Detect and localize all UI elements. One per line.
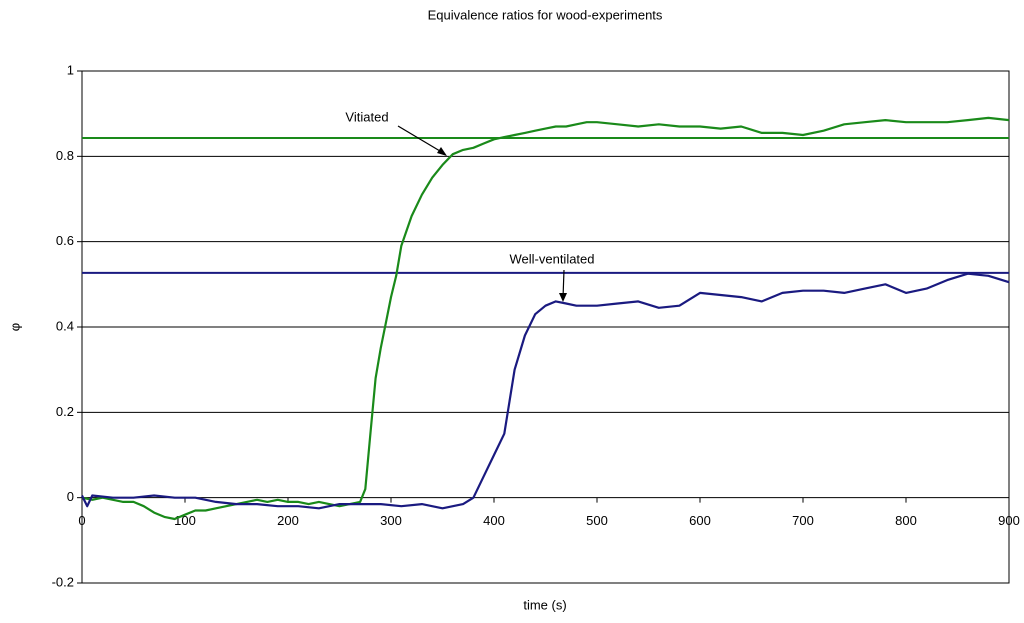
x-tick-label: 200	[277, 513, 299, 528]
x-tick-label: 300	[380, 513, 402, 528]
y-tick-label: 0	[67, 489, 74, 504]
annotation-arrow	[397, 125, 446, 155]
line-series	[81, 272, 1010, 510]
annotation: Well-ventilated	[509, 251, 594, 266]
y-tick-label: 0.2	[56, 404, 74, 419]
line-series	[81, 116, 1010, 521]
y-tick-label: 0.8	[56, 148, 74, 163]
x-tick-label: 400	[483, 513, 505, 528]
x-tick-label: 500	[586, 513, 608, 528]
x-tick-label: 600	[689, 513, 711, 528]
x-tick-label: 0	[78, 513, 85, 528]
y-tick-label: 1	[67, 62, 74, 77]
chart-title: Equivalence ratios for wood-experiments	[428, 7, 663, 22]
y-tick-label: 0.6	[56, 233, 74, 248]
y-tick-label: 0.4	[56, 318, 74, 333]
annotation-arrowhead	[437, 147, 447, 156]
x-tick-label: 800	[895, 513, 917, 528]
x-tick-label: 900	[998, 513, 1020, 528]
x-axis-label: time (s)	[523, 597, 566, 612]
y-tick-label: -0.2	[52, 574, 74, 589]
annotation-arrowhead	[559, 293, 567, 302]
y-axis-label: φ	[7, 323, 22, 331]
annotation: Vitiated	[345, 109, 388, 124]
x-tick-label: 700	[792, 513, 814, 528]
